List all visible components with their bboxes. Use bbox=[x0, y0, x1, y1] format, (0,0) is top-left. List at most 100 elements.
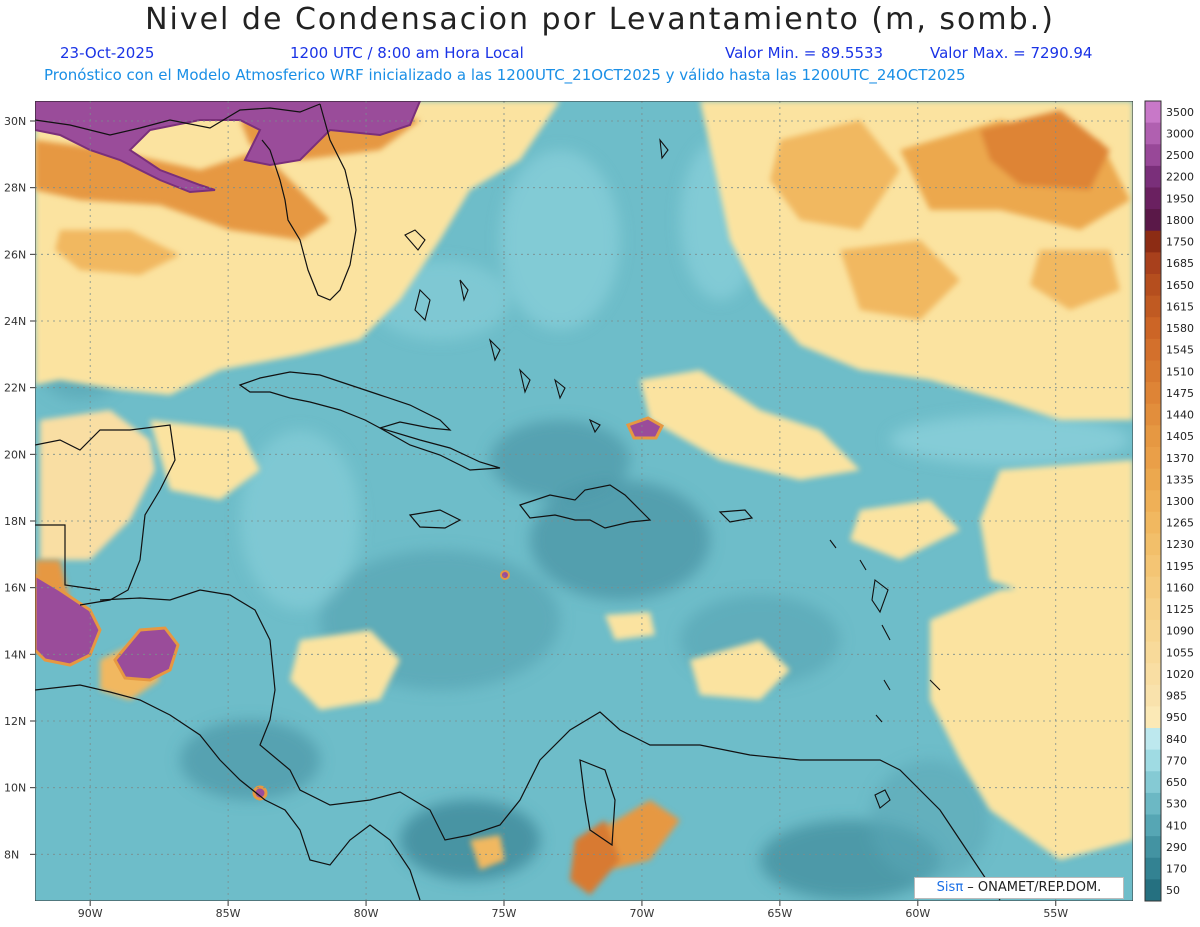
field-layer bbox=[35, 101, 1133, 901]
latitude-labels: 30N 28N 26N 24N 22N 20N 18N 16N 14N 12N 10N 8N bbox=[4, 115, 35, 861]
lon-label: 70W bbox=[629, 907, 654, 920]
colorbar-label: 1160 bbox=[1166, 581, 1194, 594]
colorbar-swatch bbox=[1145, 684, 1161, 707]
colorbar-label: 1545 bbox=[1166, 344, 1194, 357]
colorbar-label: 2500 bbox=[1166, 149, 1194, 162]
colorbar-label: 1800 bbox=[1166, 214, 1194, 227]
colorbar-label: 770 bbox=[1166, 754, 1187, 767]
lat-label: 14N bbox=[4, 648, 26, 661]
colorbar-label: 3500 bbox=[1166, 106, 1194, 119]
lon-label: 65W bbox=[767, 907, 792, 920]
colorbar-label: 1615 bbox=[1166, 300, 1194, 313]
colorbar-label: 290 bbox=[1166, 841, 1187, 854]
colorbar-swatch bbox=[1145, 101, 1161, 124]
brand-sis: Sis bbox=[936, 880, 956, 895]
colorbar-label: 170 bbox=[1166, 863, 1187, 876]
colorbar-swatch bbox=[1145, 879, 1161, 902]
colorbar-label: 650 bbox=[1166, 776, 1187, 789]
colorbar-swatch bbox=[1145, 230, 1161, 253]
credit-org: – ONAMET/REP.DOM. bbox=[967, 880, 1102, 895]
lon-label: 75W bbox=[492, 907, 517, 920]
colorbar-swatch bbox=[1145, 382, 1161, 405]
islands bbox=[404, 138, 941, 809]
colorbar-swatch bbox=[1145, 511, 1161, 534]
value-min: Valor Min. = 89.5533 bbox=[725, 44, 884, 62]
colorbar-label: 1195 bbox=[1166, 560, 1194, 573]
lat-label: 26N bbox=[4, 248, 26, 261]
lon-label: 80W bbox=[354, 907, 379, 920]
lon-label: 85W bbox=[216, 907, 241, 920]
lat-label: 24N bbox=[4, 315, 26, 328]
colorbar-label: 3000 bbox=[1166, 127, 1194, 140]
colorbar-swatch bbox=[1145, 295, 1161, 318]
colorbar-label: 1300 bbox=[1166, 495, 1194, 508]
colorbar-swatch bbox=[1145, 728, 1161, 751]
colorbar-swatch bbox=[1145, 187, 1161, 210]
colorbar-swatch bbox=[1145, 490, 1161, 513]
colorbar-label: 1125 bbox=[1166, 603, 1194, 616]
lat-label: 18N bbox=[4, 515, 26, 528]
coastlines bbox=[35, 103, 1001, 901]
colorbar-swatch bbox=[1145, 252, 1161, 275]
colorbar-swatch bbox=[1145, 122, 1161, 145]
colorbar-swatch bbox=[1145, 836, 1161, 859]
colorbar-swatch bbox=[1145, 749, 1161, 772]
lon-label: 60W bbox=[905, 907, 930, 920]
colorbar-swatch bbox=[1145, 771, 1161, 794]
colorbar-label: 1055 bbox=[1166, 646, 1194, 659]
colorbar-label: 1510 bbox=[1166, 365, 1194, 378]
lat-label: 16N bbox=[4, 582, 26, 595]
colorbar-swatch bbox=[1145, 706, 1161, 729]
colorbar-swatch bbox=[1145, 576, 1161, 599]
colorbar-swatch bbox=[1145, 555, 1161, 578]
colorbar-swatch bbox=[1145, 814, 1161, 837]
orange-regions bbox=[35, 110, 1130, 895]
colorbar-border bbox=[1144, 100, 1162, 902]
longitude-labels: 90W 85W 80W 75W 70W 65W 60W 55W bbox=[78, 901, 1068, 920]
colorbar-swatch bbox=[1145, 317, 1161, 340]
brand-pi: π bbox=[955, 880, 964, 895]
colorbar-swatch bbox=[1145, 857, 1161, 880]
colorbar-swatch bbox=[1145, 338, 1161, 361]
colorbar-label: 2200 bbox=[1166, 171, 1194, 184]
colorbar-label: 530 bbox=[1166, 798, 1187, 811]
colorbar-label: 950 bbox=[1166, 711, 1187, 724]
colorbar-label: 1230 bbox=[1166, 538, 1194, 551]
purple-regions bbox=[35, 101, 664, 801]
lat-label: 30N bbox=[4, 115, 26, 128]
colorbar-swatch bbox=[1145, 165, 1161, 188]
lat-label: 8N bbox=[4, 848, 19, 861]
colorbar-label: 1335 bbox=[1166, 473, 1194, 486]
lat-label: 20N bbox=[4, 448, 26, 461]
colorbar-label: 50 bbox=[1166, 884, 1180, 897]
colorbar-label: 1650 bbox=[1166, 279, 1194, 292]
colorbar-label: 1580 bbox=[1166, 322, 1194, 335]
colorbar-label: 1020 bbox=[1166, 668, 1194, 681]
forecast-time: 1200 UTC / 8:00 am Hora Local bbox=[290, 44, 524, 62]
colorbar-swatch bbox=[1145, 144, 1161, 167]
colorbar-label: 1750 bbox=[1166, 236, 1194, 249]
colorbar-swatch bbox=[1145, 468, 1161, 491]
value-max: Valor Max. = 7290.94 bbox=[930, 44, 1093, 62]
colorbar-swatch bbox=[1145, 663, 1161, 686]
credit-box: Sisπ – ONAMET/REP.DOM. bbox=[914, 877, 1124, 899]
lon-label: 55W bbox=[1043, 907, 1068, 920]
colorbar-swatch bbox=[1145, 360, 1161, 383]
chart-title: Nivel de Condensacion por Levantamiento … bbox=[145, 2, 1055, 37]
colorbar-swatch bbox=[1145, 446, 1161, 470]
colorbar-label: 840 bbox=[1166, 733, 1187, 746]
colorbar-swatch bbox=[1145, 209, 1161, 232]
lon-label: 90W bbox=[78, 907, 103, 920]
colorbar-swatch bbox=[1145, 598, 1161, 621]
colorbar-label: 1475 bbox=[1166, 387, 1194, 400]
colorbar-swatch bbox=[1145, 273, 1161, 297]
colorbar-label: 985 bbox=[1166, 690, 1187, 703]
lat-label: 10N bbox=[4, 782, 26, 795]
colorbar-label: 1405 bbox=[1166, 430, 1194, 443]
colorbar-swatch bbox=[1145, 425, 1161, 448]
colorbar-swatch bbox=[1145, 403, 1161, 426]
colorbar-label: 1950 bbox=[1166, 192, 1194, 205]
colorbar-label: 1370 bbox=[1166, 452, 1194, 465]
colorbar-swatch bbox=[1145, 641, 1161, 664]
colorbar-swatch bbox=[1145, 619, 1161, 643]
